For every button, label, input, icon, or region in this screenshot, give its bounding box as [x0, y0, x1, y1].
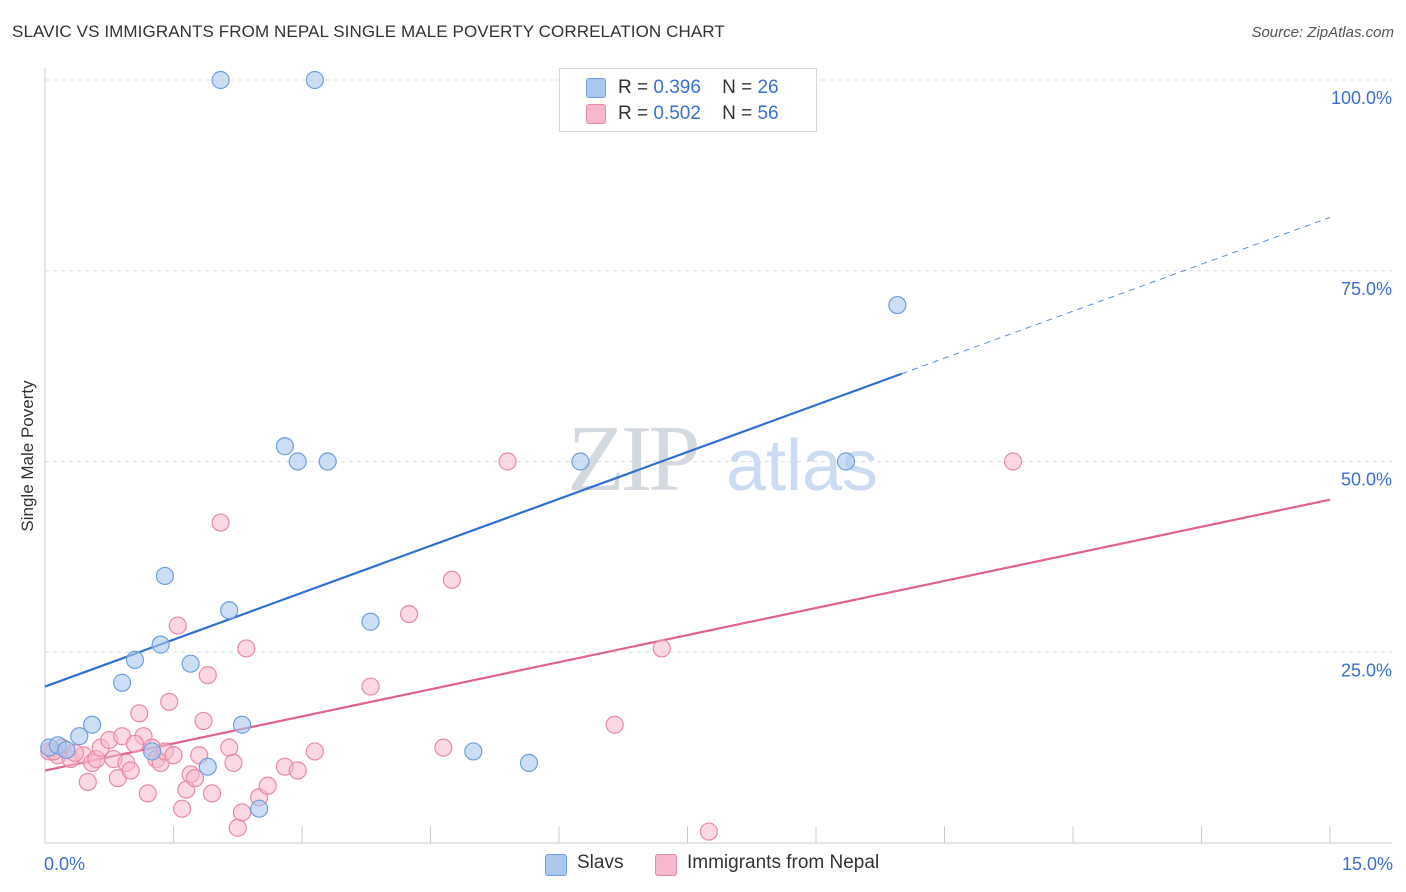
- nepal-point: [202, 784, 222, 803]
- y-tick-label: 75.0%: [1341, 279, 1392, 299]
- slavs-point: [836, 452, 856, 471]
- nepal-point: [442, 570, 462, 589]
- nepal-point: [130, 704, 149, 723]
- nepal-point: [498, 452, 517, 471]
- gridlines: [45, 79, 1392, 653]
- nepal-point: [121, 761, 140, 780]
- n-label: N =: [722, 77, 753, 98]
- x-tick-label-max: 15.0%: [1342, 854, 1393, 874]
- slavs-swatch: [586, 78, 606, 98]
- nepal-point: [228, 818, 247, 837]
- x-tick-label-min: 0.0%: [44, 854, 85, 874]
- data-points: [40, 70, 1023, 841]
- n-value: 56: [757, 103, 779, 124]
- slavs-point: [288, 452, 307, 471]
- axes: [44, 68, 1392, 844]
- r-label: R =: [618, 77, 649, 98]
- nepal-point: [172, 799, 192, 818]
- nepal-point: [258, 776, 277, 795]
- nepal-point: [399, 604, 419, 624]
- slavs-point: [198, 757, 217, 776]
- y-tick-label: 100.0%: [1331, 88, 1392, 108]
- slavs-point: [57, 740, 76, 760]
- slavs-point: [571, 452, 590, 471]
- nepal-point: [605, 715, 624, 734]
- slavs-point: [70, 727, 89, 746]
- nepal-point: [652, 639, 671, 658]
- nepal-point: [1003, 452, 1023, 471]
- nepal-point: [185, 769, 205, 788]
- slavs-point: [275, 437, 294, 456]
- watermark-atlas: atlas: [726, 426, 878, 506]
- slavs-point: [83, 715, 102, 734]
- n-label: N =: [722, 103, 753, 124]
- r-value: 0.396: [653, 77, 701, 98]
- slavs-trend-extension: [901, 216, 1331, 375]
- nepal-point: [288, 761, 307, 780]
- y-axis-label: Single Male Poverty: [18, 380, 37, 532]
- slavs-point: [232, 715, 252, 734]
- slavs-point: [250, 799, 269, 818]
- slavs-point: [181, 654, 200, 673]
- nepal-point: [78, 772, 97, 792]
- slavs-point: [142, 742, 162, 761]
- slavs-point: [220, 601, 239, 620]
- watermark-zip: ZIP: [568, 407, 698, 511]
- nepal-point: [220, 738, 239, 757]
- nepal-point: [699, 822, 719, 841]
- nepal-point: [305, 742, 324, 761]
- r-value: 0.502: [653, 103, 701, 124]
- correlation-legend: R = 0.396 N = 26 R = 0.502 N = 56: [559, 68, 817, 132]
- nepal-point: [232, 803, 252, 822]
- nepal-legend-swatch: [655, 854, 677, 876]
- chart-title: SLAVIC VS IMMIGRANTS FROM NEPAL SINGLE M…: [12, 22, 725, 41]
- legend-label-slavs: Slavs: [577, 852, 624, 873]
- nepal-point: [211, 513, 230, 532]
- slavs-legend-swatch: [545, 854, 567, 876]
- slavs-point: [361, 612, 380, 631]
- slavs-point: [305, 70, 324, 90]
- slavs-point: [318, 452, 337, 471]
- slavs-point: [464, 742, 483, 761]
- source-label: Source: ZipAtlas.com: [1251, 24, 1394, 41]
- nepal-point: [194, 711, 213, 731]
- slavs-point: [125, 650, 145, 669]
- tick-labels: 25.0% 50.0% 75.0% 100.0% 0.0% 15.0%: [44, 88, 1393, 874]
- nepal-point: [168, 616, 187, 635]
- nepal-point: [160, 692, 179, 711]
- slavs-trend-line: [44, 372, 903, 688]
- slavs-point: [888, 295, 907, 315]
- slavs-point: [519, 753, 539, 772]
- y-tick-label: 50.0%: [1341, 470, 1392, 490]
- nepal-trend-line: [44, 498, 1331, 772]
- y-tick-label: 25.0%: [1341, 660, 1392, 680]
- nepal-point: [361, 677, 380, 696]
- n-value: 26: [757, 77, 779, 98]
- nepal-point: [237, 639, 256, 658]
- nepal-point: [224, 753, 243, 772]
- nepal-point: [198, 666, 217, 685]
- slavs-point: [112, 673, 132, 692]
- nepal-swatch: [586, 104, 606, 124]
- nepal-point: [125, 734, 145, 753]
- nepal-point: [434, 738, 453, 757]
- watermark: ZIP atlas: [568, 407, 879, 511]
- legend-label-nepal: Immigrants from Nepal: [687, 852, 880, 873]
- slavs-point: [211, 70, 230, 90]
- nepal-point: [138, 784, 157, 803]
- trend-lines: [44, 216, 1331, 772]
- r-label: R =: [618, 103, 649, 124]
- nepal-point: [164, 746, 183, 765]
- slavs-point: [151, 635, 170, 654]
- slavs-point: [155, 566, 175, 586]
